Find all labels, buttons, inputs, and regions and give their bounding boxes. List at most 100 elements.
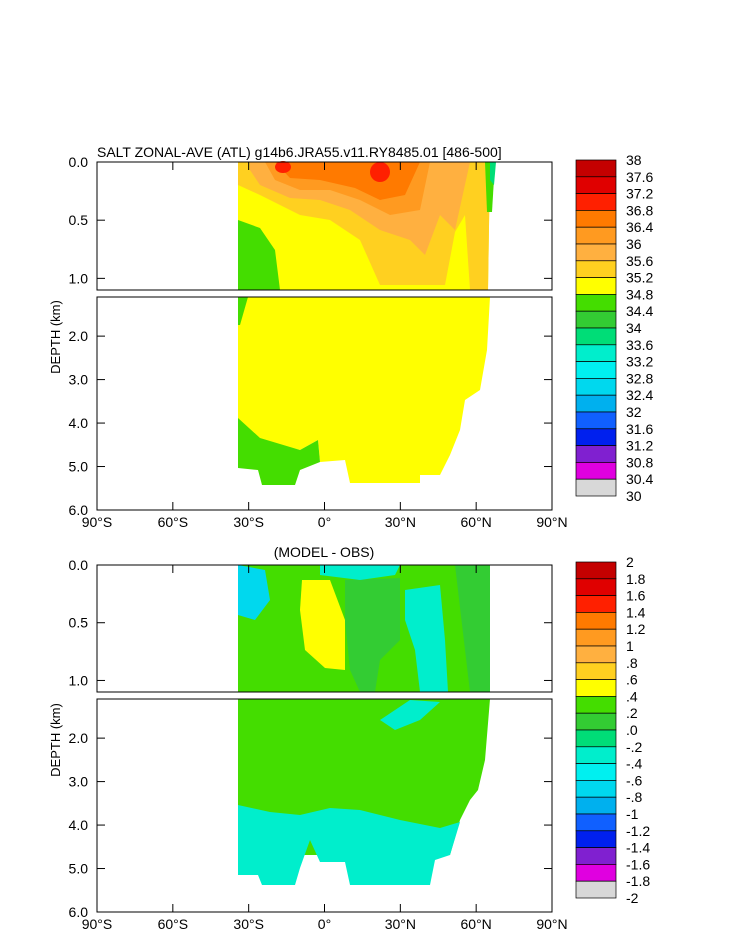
colorbar-swatch [575, 462, 617, 480]
y-tick-label: 0.5 [69, 212, 89, 228]
colorbar-swatch [575, 712, 617, 731]
colorbar-swatch [575, 662, 617, 680]
x-tick-label: 60°N [461, 514, 492, 530]
colorbar-label: -.4 [626, 756, 643, 772]
colorbar-swatch [575, 645, 617, 664]
region-slight [345, 578, 400, 692]
y-tick-label: 0.0 [69, 557, 89, 573]
region-arctic-edge [490, 162, 496, 185]
colorbar-swatch [575, 612, 617, 630]
colorbar-swatch [575, 880, 617, 899]
colorbar-swatch [575, 445, 617, 463]
x-tick-label: 90°S [82, 514, 113, 530]
x-tick-label: 0° [318, 916, 331, 932]
upper-subplot-fill [238, 565, 490, 692]
colorbar-swatch [575, 344, 617, 362]
x-tick-label: 60°S [158, 514, 189, 530]
colorbar-swatch [575, 310, 617, 329]
colorbar-swatch [575, 394, 617, 413]
colorbar-label: 1.4 [626, 604, 646, 620]
colorbar-label: 36.8 [626, 202, 653, 218]
region-south-band [238, 220, 280, 290]
x-tick-label: 90°S [82, 916, 113, 932]
chart-title: (MODEL - OBS) [274, 544, 375, 560]
colorbar-label: 32.8 [626, 370, 653, 386]
colorbar-label: 34.4 [626, 303, 653, 319]
colorbar-swatch [575, 176, 617, 194]
colorbar-swatch [575, 561, 617, 580]
difference-panel: (MODEL - OBS) DEPTH (km) 90°S 60°S 30°S 0° 3… [48, 544, 650, 932]
colorbar-label: 1.6 [626, 588, 646, 604]
colorbar-label: -1.8 [626, 873, 650, 889]
region-negative-band [405, 585, 448, 692]
y-tick-label: 0.5 [69, 615, 89, 631]
colorbar-swatch [575, 193, 617, 211]
x-tick-label: 90°N [536, 514, 567, 530]
region-south-top [238, 297, 248, 325]
colorbar-label: 30.4 [626, 471, 653, 487]
colorbar-label: 36.4 [626, 219, 653, 235]
colorbar-label: 35.2 [626, 270, 653, 286]
colorbar-swatch [575, 679, 617, 697]
colorbar-swatch [575, 830, 617, 848]
y-tick-label: 6.0 [69, 904, 89, 920]
colorbar-label: 2 [626, 554, 634, 570]
colorbar-label: 1.8 [626, 571, 646, 587]
y-tick-label: 3.0 [69, 774, 89, 790]
colorbar-label: 32.4 [626, 387, 653, 403]
colorbar-swatch [575, 260, 617, 278]
y-tick-label: 1.0 [69, 270, 89, 286]
y-tick-label: 5.0 [69, 459, 89, 475]
colorbar-label: 34.8 [626, 286, 653, 302]
y-tick-label: 4.0 [69, 415, 89, 431]
region-south-cyan [238, 565, 270, 620]
y-tick-label: 1.0 [69, 672, 89, 688]
colorbar-swatch [575, 226, 617, 245]
colorbar-label: -.2 [626, 739, 643, 755]
y-axis-label: DEPTH (km) [48, 703, 63, 777]
colorbar-label: 34 [626, 320, 642, 336]
y-tick-label: 2.0 [69, 328, 89, 344]
upper-subplot-fill [238, 161, 496, 290]
colorbar-swatch [575, 411, 617, 430]
colorbar-label: .0 [626, 722, 638, 738]
colorbar-label: 37.2 [626, 186, 653, 202]
y-tick-label: 2.0 [69, 730, 89, 746]
colorbar-swatch [575, 361, 617, 379]
colorbar-label: 1.2 [626, 621, 646, 637]
colorbar-swatch [575, 428, 617, 446]
colorbar-label: 35.6 [626, 253, 653, 269]
colorbar-swatch [575, 378, 617, 396]
colorbar-swatch [575, 243, 617, 262]
colorbar-swatch [575, 478, 617, 497]
x-tick-label: 30°N [385, 916, 416, 932]
colorbar-swatch [575, 294, 617, 312]
colorbar-swatch [575, 746, 617, 764]
colorbar-label: 37.6 [626, 169, 653, 185]
colorbar-label: 33.6 [626, 337, 653, 353]
colorbar-swatch [575, 277, 617, 295]
colorbar-swatch [575, 763, 617, 781]
colorbar-swatch [575, 628, 617, 647]
region-cyan-mid [380, 700, 440, 730]
colorbar-label: 33.2 [626, 354, 653, 370]
colorbar-label: -1.6 [626, 856, 650, 872]
lower-subplot-fill [238, 297, 490, 485]
colorbar-swatch [575, 780, 617, 798]
x-tick-label: 60°N [461, 916, 492, 932]
x-tick-label: 30°S [233, 916, 264, 932]
colorbar-swatch [575, 578, 617, 596]
colorbar-label: -1.2 [626, 823, 650, 839]
colorbar-swatch [575, 729, 617, 748]
colorbar-label: 1 [626, 638, 634, 654]
x-tick-label: 30°N [385, 514, 416, 530]
lower-subplot-fill [238, 699, 490, 885]
region-yellow-deep [238, 297, 490, 483]
region-arctic-strip [455, 565, 490, 692]
colorbar-label: 32 [626, 404, 642, 420]
salinity-panel: SALT ZONAL-AVE (ATL) g14b6.JRA55.v11.RY8… [48, 144, 653, 530]
colorbar-swatch [575, 813, 617, 832]
region-peak-south [275, 161, 291, 173]
y-tick-label: 6.0 [69, 502, 89, 518]
colorbar-label: 31.2 [626, 438, 653, 454]
